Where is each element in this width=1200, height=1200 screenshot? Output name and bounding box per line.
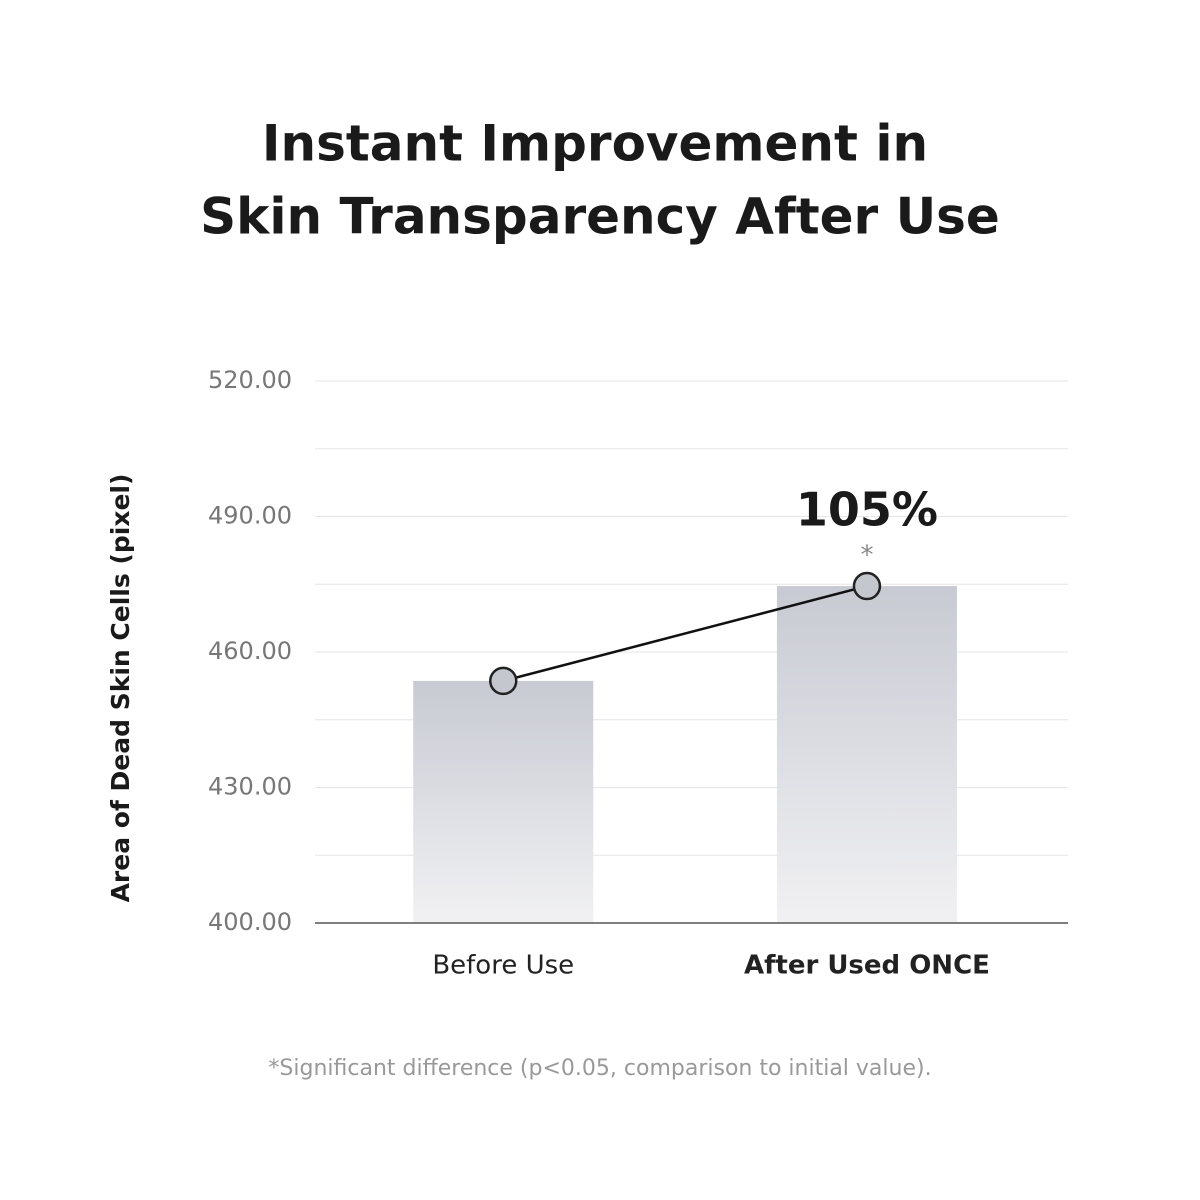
significance-mark: * — [860, 541, 873, 571]
chart-title: Skin Transparency After Use — [200, 188, 1000, 246]
chart-title: Instant Improvement in — [262, 115, 928, 173]
x-tick-label: Before Use — [432, 951, 574, 981]
bar — [413, 680, 594, 923]
y-tick-label: 400.00 — [208, 908, 292, 936]
y-axis-label: Area of Dead Skin Cells (pixel) — [106, 474, 135, 903]
bar — [776, 586, 957, 923]
line — [502, 584, 868, 683]
x-tick-label: After Used ONCE — [744, 951, 990, 981]
y-tick-label: 460.00 — [208, 637, 292, 665]
y-tick-label: 520.00 — [208, 366, 292, 394]
marker — [852, 571, 882, 601]
y-tick-label: 430.00 — [208, 773, 292, 801]
y-tick-label: 490.00 — [208, 502, 292, 530]
change-label: 105% — [796, 483, 938, 537]
marker — [489, 666, 518, 696]
footnote: *Significant difference (p<0.05, compari… — [268, 1056, 931, 1081]
